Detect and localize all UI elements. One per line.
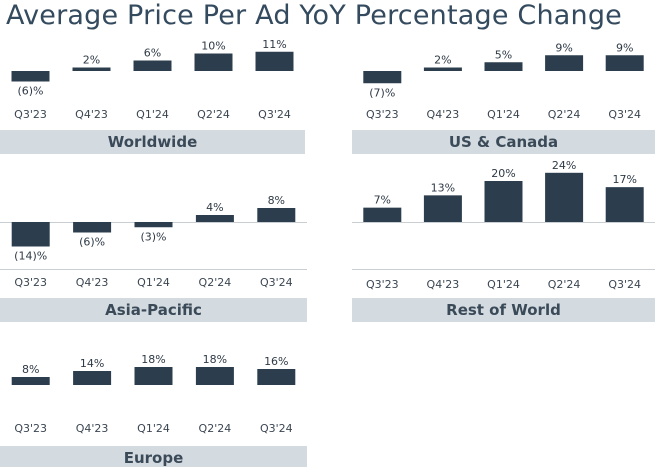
bar-q324 bbox=[605, 187, 644, 222]
category-tick-label: Q1'24 bbox=[137, 422, 170, 435]
data-label: 2% bbox=[434, 54, 451, 67]
bar-q423 bbox=[423, 195, 462, 222]
region-title: Europe bbox=[124, 449, 184, 467]
data-label: 18% bbox=[141, 353, 165, 366]
data-label: 6% bbox=[144, 47, 161, 60]
bar-q423 bbox=[73, 371, 112, 385]
category-tick-label: Q1'24 bbox=[136, 108, 169, 121]
category-tick-label: Q4'23 bbox=[427, 108, 460, 121]
bar-q224 bbox=[194, 53, 233, 71]
category-tick-label: Q3'23 bbox=[14, 276, 47, 289]
bar-q224 bbox=[195, 215, 234, 222]
data-label: 18% bbox=[203, 353, 227, 366]
data-label: 24% bbox=[552, 159, 576, 172]
data-label: 4% bbox=[206, 201, 223, 214]
region-title: Rest of World bbox=[446, 301, 561, 319]
category-tick-label: Q4'23 bbox=[76, 422, 109, 435]
bar-q124 bbox=[484, 181, 523, 222]
data-label: 20% bbox=[491, 167, 515, 180]
data-label: (6)% bbox=[17, 85, 43, 98]
category-tick-label: Q2'24 bbox=[197, 108, 230, 121]
region-title-band bbox=[352, 298, 655, 322]
bar-q423 bbox=[72, 67, 111, 71]
chart-europe: 8% Q3'23 14% Q4'23 18% Q1'24 18% Q2'24 16% Q3'24 E… bbox=[0, 353, 307, 467]
chart-worldwide: (6)% Q3'23 2% Q4'23 6% Q1'24 10% Q2'24 11% Q3'24 W… bbox=[0, 38, 305, 154]
bar-q224 bbox=[545, 172, 584, 222]
data-label: 2% bbox=[83, 54, 100, 67]
bar-q323 bbox=[363, 207, 402, 222]
data-label: 16% bbox=[264, 355, 288, 368]
page-title: Average Price Per Ad YoY Percentage Chan… bbox=[6, 0, 622, 31]
category-tick-label: Q4'23 bbox=[75, 108, 108, 121]
bar-q124 bbox=[134, 367, 173, 385]
category-tick-label: Q3'23 bbox=[366, 278, 399, 291]
category-tick-label: Q3'24 bbox=[608, 108, 641, 121]
bar-q323 bbox=[11, 222, 50, 247]
bar-q224 bbox=[195, 367, 234, 385]
region-title-band bbox=[0, 298, 307, 322]
data-label: 5% bbox=[495, 48, 512, 61]
data-label: (3)% bbox=[140, 230, 166, 243]
chart-asia-pacific: (14)% Q3'23 (6)% Q4'23 (3)% Q1'24 4% Q2'24 8% Q3'… bbox=[0, 194, 307, 322]
bar-q224 bbox=[545, 55, 584, 71]
region-title-band bbox=[352, 130, 655, 154]
data-label: 10% bbox=[201, 40, 225, 53]
data-label: 9% bbox=[555, 41, 572, 54]
bar-q324 bbox=[257, 208, 296, 222]
category-tick-label: Q2'24 bbox=[548, 108, 581, 121]
data-label: (7)% bbox=[369, 86, 395, 99]
data-label: 17% bbox=[612, 173, 636, 186]
region-title-band bbox=[0, 130, 305, 154]
data-label: 13% bbox=[431, 181, 455, 194]
bar-q324 bbox=[605, 55, 644, 71]
bar-q323 bbox=[11, 377, 50, 385]
category-tick-label: Q3'23 bbox=[14, 108, 47, 121]
data-label: (6)% bbox=[79, 236, 105, 249]
category-tick-label: Q3'24 bbox=[260, 422, 293, 435]
category-tick-label: Q4'23 bbox=[427, 278, 460, 291]
bar-q124 bbox=[484, 62, 523, 71]
bar-q324 bbox=[255, 51, 294, 71]
bar-q423 bbox=[73, 222, 112, 233]
bar-q124 bbox=[134, 222, 173, 228]
region-title-band bbox=[0, 446, 307, 467]
data-label: 9% bbox=[616, 41, 633, 54]
category-tick-label: Q2'24 bbox=[548, 278, 581, 291]
category-tick-label: Q3'24 bbox=[608, 278, 641, 291]
data-label: 8% bbox=[22, 363, 39, 376]
region-title: Asia-Pacific bbox=[105, 301, 202, 319]
category-tick-label: Q2'24 bbox=[199, 422, 232, 435]
region-title: Worldwide bbox=[108, 133, 198, 151]
bar-q323 bbox=[11, 71, 50, 82]
category-tick-label: Q3'23 bbox=[14, 422, 47, 435]
bar-q423 bbox=[423, 67, 462, 71]
chart-rest-of-world: 7% Q3'23 13% Q4'23 20% Q1'24 24% Q2'24 17% Q3'24 R… bbox=[352, 159, 655, 322]
category-tick-label: Q3'24 bbox=[258, 108, 291, 121]
category-tick-label: Q1'24 bbox=[487, 278, 520, 291]
bar-q124 bbox=[133, 60, 172, 71]
category-tick-label: Q2'24 bbox=[199, 276, 232, 289]
category-tick-label: Q1'24 bbox=[487, 108, 520, 121]
bar-q324 bbox=[257, 369, 296, 385]
category-tick-label: Q3'23 bbox=[366, 108, 399, 121]
category-tick-label: Q1'24 bbox=[137, 276, 170, 289]
data-label: (14)% bbox=[14, 250, 47, 263]
region-title: US & Canada bbox=[449, 133, 558, 151]
bar-q323 bbox=[363, 71, 402, 84]
data-label: 8% bbox=[268, 194, 285, 207]
category-tick-label: Q4'23 bbox=[76, 276, 109, 289]
chart-us-canada: (7)% Q3'23 2% Q4'23 5% Q1'24 9% Q2'24 9% Q3'24 US … bbox=[352, 41, 655, 154]
data-label: 7% bbox=[374, 194, 391, 207]
data-label: 14% bbox=[80, 357, 104, 370]
data-label: 11% bbox=[262, 38, 286, 51]
category-tick-label: Q3'24 bbox=[260, 276, 293, 289]
